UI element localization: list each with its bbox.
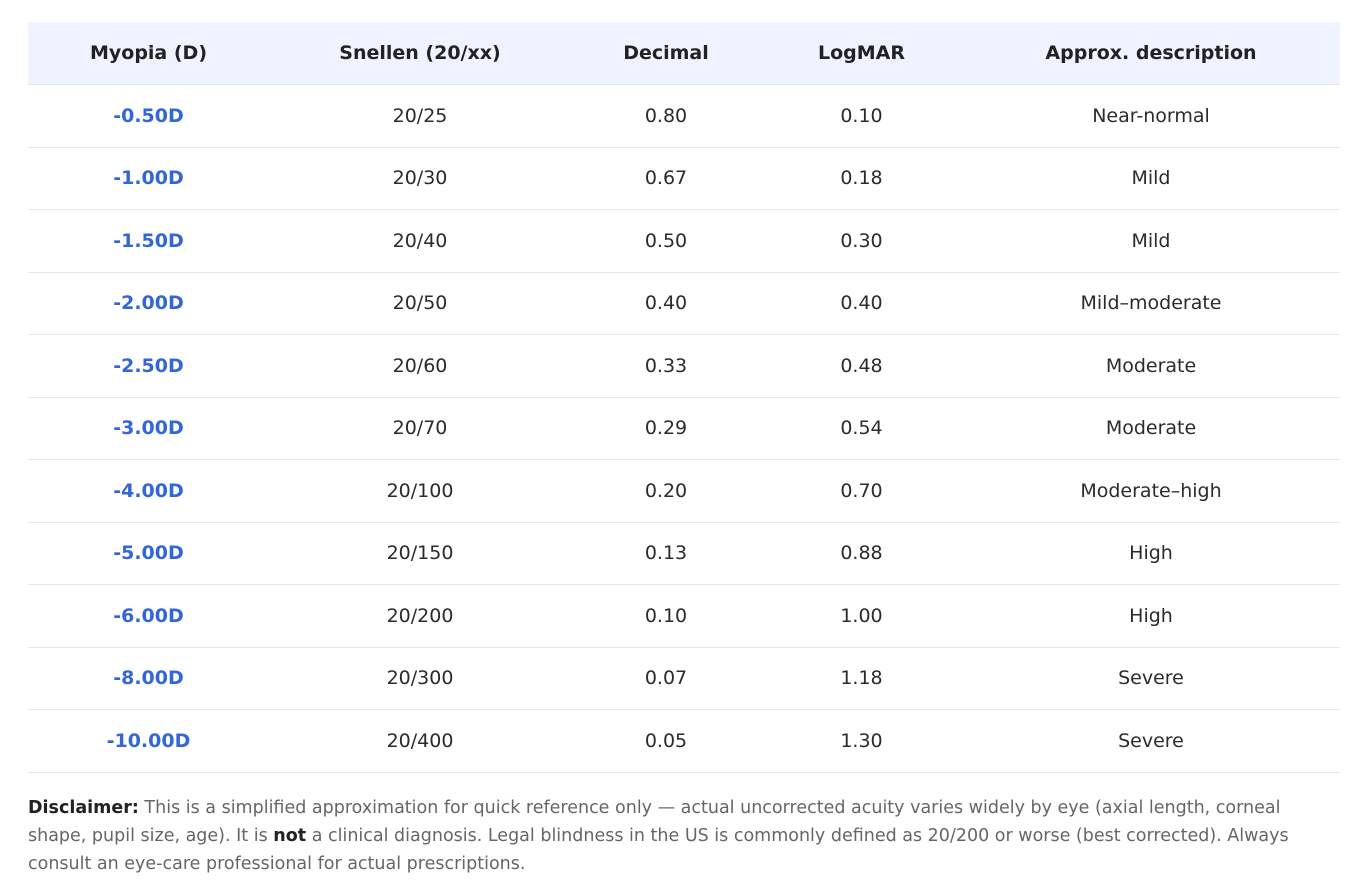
cell-myopia: -1.50D [28, 209, 269, 273]
table-row: -5.00D 20/150 0.13 0.88 High [28, 522, 1340, 585]
cell-decimal: 0.29 [571, 397, 761, 460]
cell-logmar: 0.30 [761, 209, 962, 273]
table-row: -6.00D 20/200 0.10 1.00 High [28, 584, 1340, 648]
disclaimer-emphasis: not [273, 826, 307, 846]
table-body: -0.50D 20/25 0.80 0.10 Near-normal -1.00… [28, 84, 1340, 773]
cell-decimal: 0.40 [571, 272, 761, 335]
cell-description: Severe [962, 647, 1340, 710]
cell-decimal: 0.10 [571, 584, 761, 648]
cell-description: Moderate–high [962, 459, 1340, 523]
cell-myopia: -10.00D [28, 709, 269, 773]
cell-decimal: 0.50 [571, 209, 761, 273]
table-row: -0.50D 20/25 0.80 0.10 Near-normal [28, 84, 1340, 148]
cell-snellen: 20/50 [269, 272, 571, 335]
cell-logmar: 0.48 [761, 334, 962, 398]
cell-snellen: 20/25 [269, 84, 571, 148]
cell-description: Moderate [962, 334, 1340, 398]
cell-myopia: -6.00D [28, 584, 269, 648]
header-description: Approx. description [962, 22, 1340, 85]
cell-decimal: 0.13 [571, 522, 761, 585]
cell-description: Mild–moderate [962, 272, 1340, 335]
cell-snellen: 20/60 [269, 334, 571, 398]
table-row: -8.00D 20/300 0.07 1.18 Severe [28, 647, 1340, 710]
cell-myopia: -0.50D [28, 84, 269, 148]
cell-decimal: 0.05 [571, 709, 761, 773]
table-row: -4.00D 20/100 0.20 0.70 Moderate–high [28, 459, 1340, 523]
cell-myopia: -2.00D [28, 272, 269, 335]
cell-logmar: 0.40 [761, 272, 962, 335]
cell-logmar: 0.70 [761, 459, 962, 523]
header-decimal: Decimal [571, 22, 761, 85]
myopia-acuity-table: Myopia (D) Snellen (20/xx) Decimal LogMA… [28, 22, 1340, 773]
table-row: -10.00D 20/400 0.05 1.30 Severe [28, 709, 1340, 773]
cell-logmar: 1.18 [761, 647, 962, 710]
table-header: Myopia (D) Snellen (20/xx) Decimal LogMA… [28, 22, 1340, 85]
cell-logmar: 1.00 [761, 584, 962, 648]
cell-myopia: -2.50D [28, 334, 269, 398]
cell-snellen: 20/300 [269, 647, 571, 710]
cell-snellen: 20/40 [269, 209, 571, 273]
cell-description: High [962, 584, 1340, 648]
cell-snellen: 20/100 [269, 459, 571, 523]
acuity-table-container: Myopia (D) Snellen (20/xx) Decimal LogMA… [28, 22, 1340, 773]
cell-snellen: 20/70 [269, 397, 571, 460]
cell-snellen: 20/30 [269, 147, 571, 210]
table-row: -2.00D 20/50 0.40 0.40 Mild–moderate [28, 272, 1340, 335]
cell-decimal: 0.80 [571, 84, 761, 148]
cell-description: High [962, 522, 1340, 585]
cell-description: Near-normal [962, 84, 1340, 148]
cell-decimal: 0.20 [571, 459, 761, 523]
cell-description: Mild [962, 147, 1340, 210]
cell-decimal: 0.33 [571, 334, 761, 398]
disclaimer-text-1: This is a simplified approximation for q… [28, 798, 1281, 846]
cell-myopia: -5.00D [28, 522, 269, 585]
cell-logmar: 0.10 [761, 84, 962, 148]
cell-myopia: -4.00D [28, 459, 269, 523]
cell-decimal: 0.07 [571, 647, 761, 710]
cell-snellen: 20/150 [269, 522, 571, 585]
cell-description: Mild [962, 209, 1340, 273]
cell-logmar: 0.18 [761, 147, 962, 210]
disclaimer-note: Disclaimer: This is a simplified approxi… [28, 794, 1340, 878]
table-row: -1.00D 20/30 0.67 0.18 Mild [28, 147, 1340, 210]
cell-logmar: 0.54 [761, 397, 962, 460]
header-snellen: Snellen (20/xx) [269, 22, 571, 85]
disclaimer-label: Disclaimer: [28, 798, 139, 818]
header-logmar: LogMAR [761, 22, 962, 85]
cell-logmar: 1.30 [761, 709, 962, 773]
table-row: -1.50D 20/40 0.50 0.30 Mild [28, 209, 1340, 273]
cell-myopia: -8.00D [28, 647, 269, 710]
cell-myopia: -3.00D [28, 397, 269, 460]
cell-myopia: -1.00D [28, 147, 269, 210]
table-row: -2.50D 20/60 0.33 0.48 Moderate [28, 334, 1340, 398]
cell-snellen: 20/400 [269, 709, 571, 773]
cell-description: Severe [962, 709, 1340, 773]
cell-decimal: 0.67 [571, 147, 761, 210]
table-row: -3.00D 20/70 0.29 0.54 Moderate [28, 397, 1340, 460]
header-myopia: Myopia (D) [28, 22, 269, 85]
cell-logmar: 0.88 [761, 522, 962, 585]
header-row: Myopia (D) Snellen (20/xx) Decimal LogMA… [28, 22, 1340, 85]
cell-snellen: 20/200 [269, 584, 571, 648]
disclaimer-text-2: a clinical diagnosis. Legal blindness in… [28, 826, 1289, 874]
cell-description: Moderate [962, 397, 1340, 460]
